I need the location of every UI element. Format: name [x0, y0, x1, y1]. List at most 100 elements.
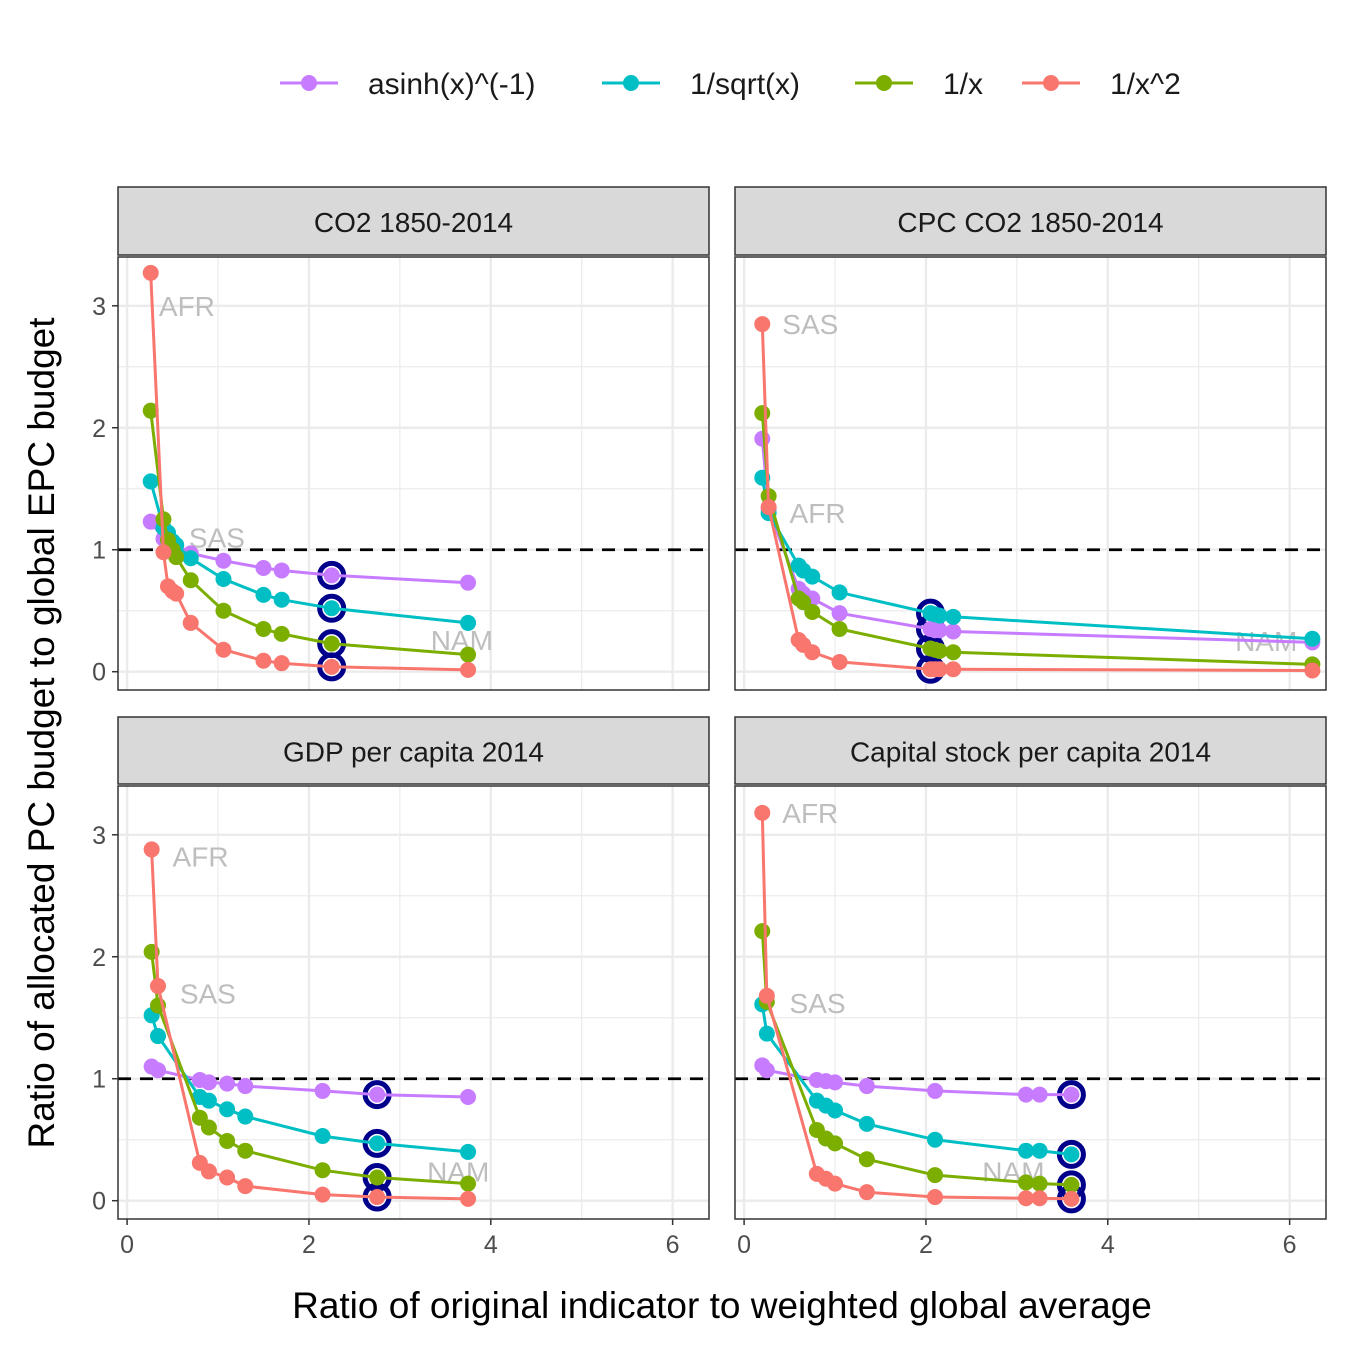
data-point [219, 1075, 236, 1092]
series-sqrt [143, 1007, 477, 1160]
data-point [831, 605, 848, 622]
strip-background [117, 186, 710, 256]
data-point [219, 1169, 236, 1186]
data-point [1063, 1086, 1080, 1103]
data-point [369, 1086, 386, 1103]
data-point [760, 499, 777, 516]
data-point [255, 652, 272, 669]
region-label: SAS [782, 309, 838, 340]
data-point [237, 1108, 254, 1125]
data-point [927, 1131, 944, 1148]
data-point [827, 1175, 844, 1192]
legend-item-inv: 1/x [855, 68, 983, 101]
panel-strip: CPC CO2 1850-2014 [734, 186, 1327, 256]
data-point [460, 646, 477, 663]
data-point [1031, 1142, 1048, 1159]
data-point [323, 600, 340, 617]
data-point [255, 586, 272, 603]
strip-background [117, 716, 710, 785]
data-point [150, 1062, 167, 1079]
data-point [804, 568, 821, 585]
data-point [182, 614, 199, 631]
data-point [1063, 1146, 1080, 1163]
legend-key-point [623, 75, 639, 91]
data-point [200, 1119, 217, 1136]
data-point [142, 473, 159, 490]
strip-background [734, 186, 1327, 256]
data-point [323, 567, 340, 584]
y-tick-label: 0 [92, 1188, 106, 1216]
data-point [758, 1025, 775, 1042]
panel-border [734, 785, 1327, 1220]
data-point [237, 1078, 254, 1095]
data-point [142, 264, 159, 281]
panel-title: Capital stock per capita 2014 [850, 737, 1211, 768]
data-point [1017, 1142, 1034, 1159]
legend-key-point [1043, 75, 1059, 91]
data-point [827, 1102, 844, 1119]
series-inv [754, 923, 1080, 1193]
data-point [754, 804, 771, 821]
y-tick-label: 2 [92, 415, 106, 443]
panel-title: CPC CO2 1850-2014 [897, 207, 1163, 238]
data-point [931, 622, 948, 639]
region-label: AFR [159, 291, 215, 322]
data-point [758, 987, 775, 1004]
data-point [255, 560, 272, 577]
data-point [931, 642, 948, 659]
y-tick-label: 2 [92, 944, 106, 972]
data-point [831, 653, 848, 670]
data-point [1031, 1086, 1048, 1103]
series-asinh [143, 1058, 477, 1106]
data-point [927, 1082, 944, 1099]
data-point [200, 1092, 217, 1109]
data-point [215, 571, 232, 588]
x-tick-label: 0 [737, 1231, 751, 1259]
data-point [827, 1135, 844, 1152]
data-point [858, 1184, 875, 1201]
data-point [931, 661, 948, 678]
data-point [150, 978, 167, 995]
data-point [273, 562, 290, 579]
data-point [200, 1163, 217, 1180]
y-axis-title: Ratio of allocated PC budget to global E… [21, 317, 62, 1149]
x-tick-label: 6 [666, 1231, 680, 1259]
data-point [945, 608, 962, 625]
data-point [142, 402, 159, 419]
data-point [858, 1078, 875, 1095]
data-point [323, 658, 340, 675]
data-point [804, 644, 821, 661]
data-point [858, 1115, 875, 1132]
legend-label: 1/x [943, 68, 983, 101]
data-point [1063, 1176, 1080, 1193]
data-point [168, 585, 185, 602]
data-point [237, 1178, 254, 1195]
data-point [1017, 1086, 1034, 1103]
x-tick-label: 4 [484, 1231, 498, 1259]
data-point [804, 603, 821, 620]
data-point [931, 607, 948, 624]
data-point [945, 623, 962, 640]
region-label: AFR [173, 842, 229, 873]
data-point [1017, 1174, 1034, 1191]
data-point [460, 661, 477, 678]
data-point [168, 549, 185, 566]
x-tick-label: 6 [1283, 1231, 1297, 1259]
data-point [945, 644, 962, 661]
data-point [460, 574, 477, 591]
data-point [927, 1167, 944, 1184]
y-tick-label: 3 [92, 293, 106, 321]
data-point [758, 1062, 775, 1079]
region-label: SAS [180, 978, 236, 1009]
panel-strip: GDP per capita 2014 [117, 716, 710, 785]
data-point [219, 1132, 236, 1149]
legend-item-asinh: asinh(x)^(-1) [280, 68, 535, 101]
series-sq [143, 841, 477, 1207]
series-sq [142, 264, 477, 678]
data-point [142, 513, 159, 530]
